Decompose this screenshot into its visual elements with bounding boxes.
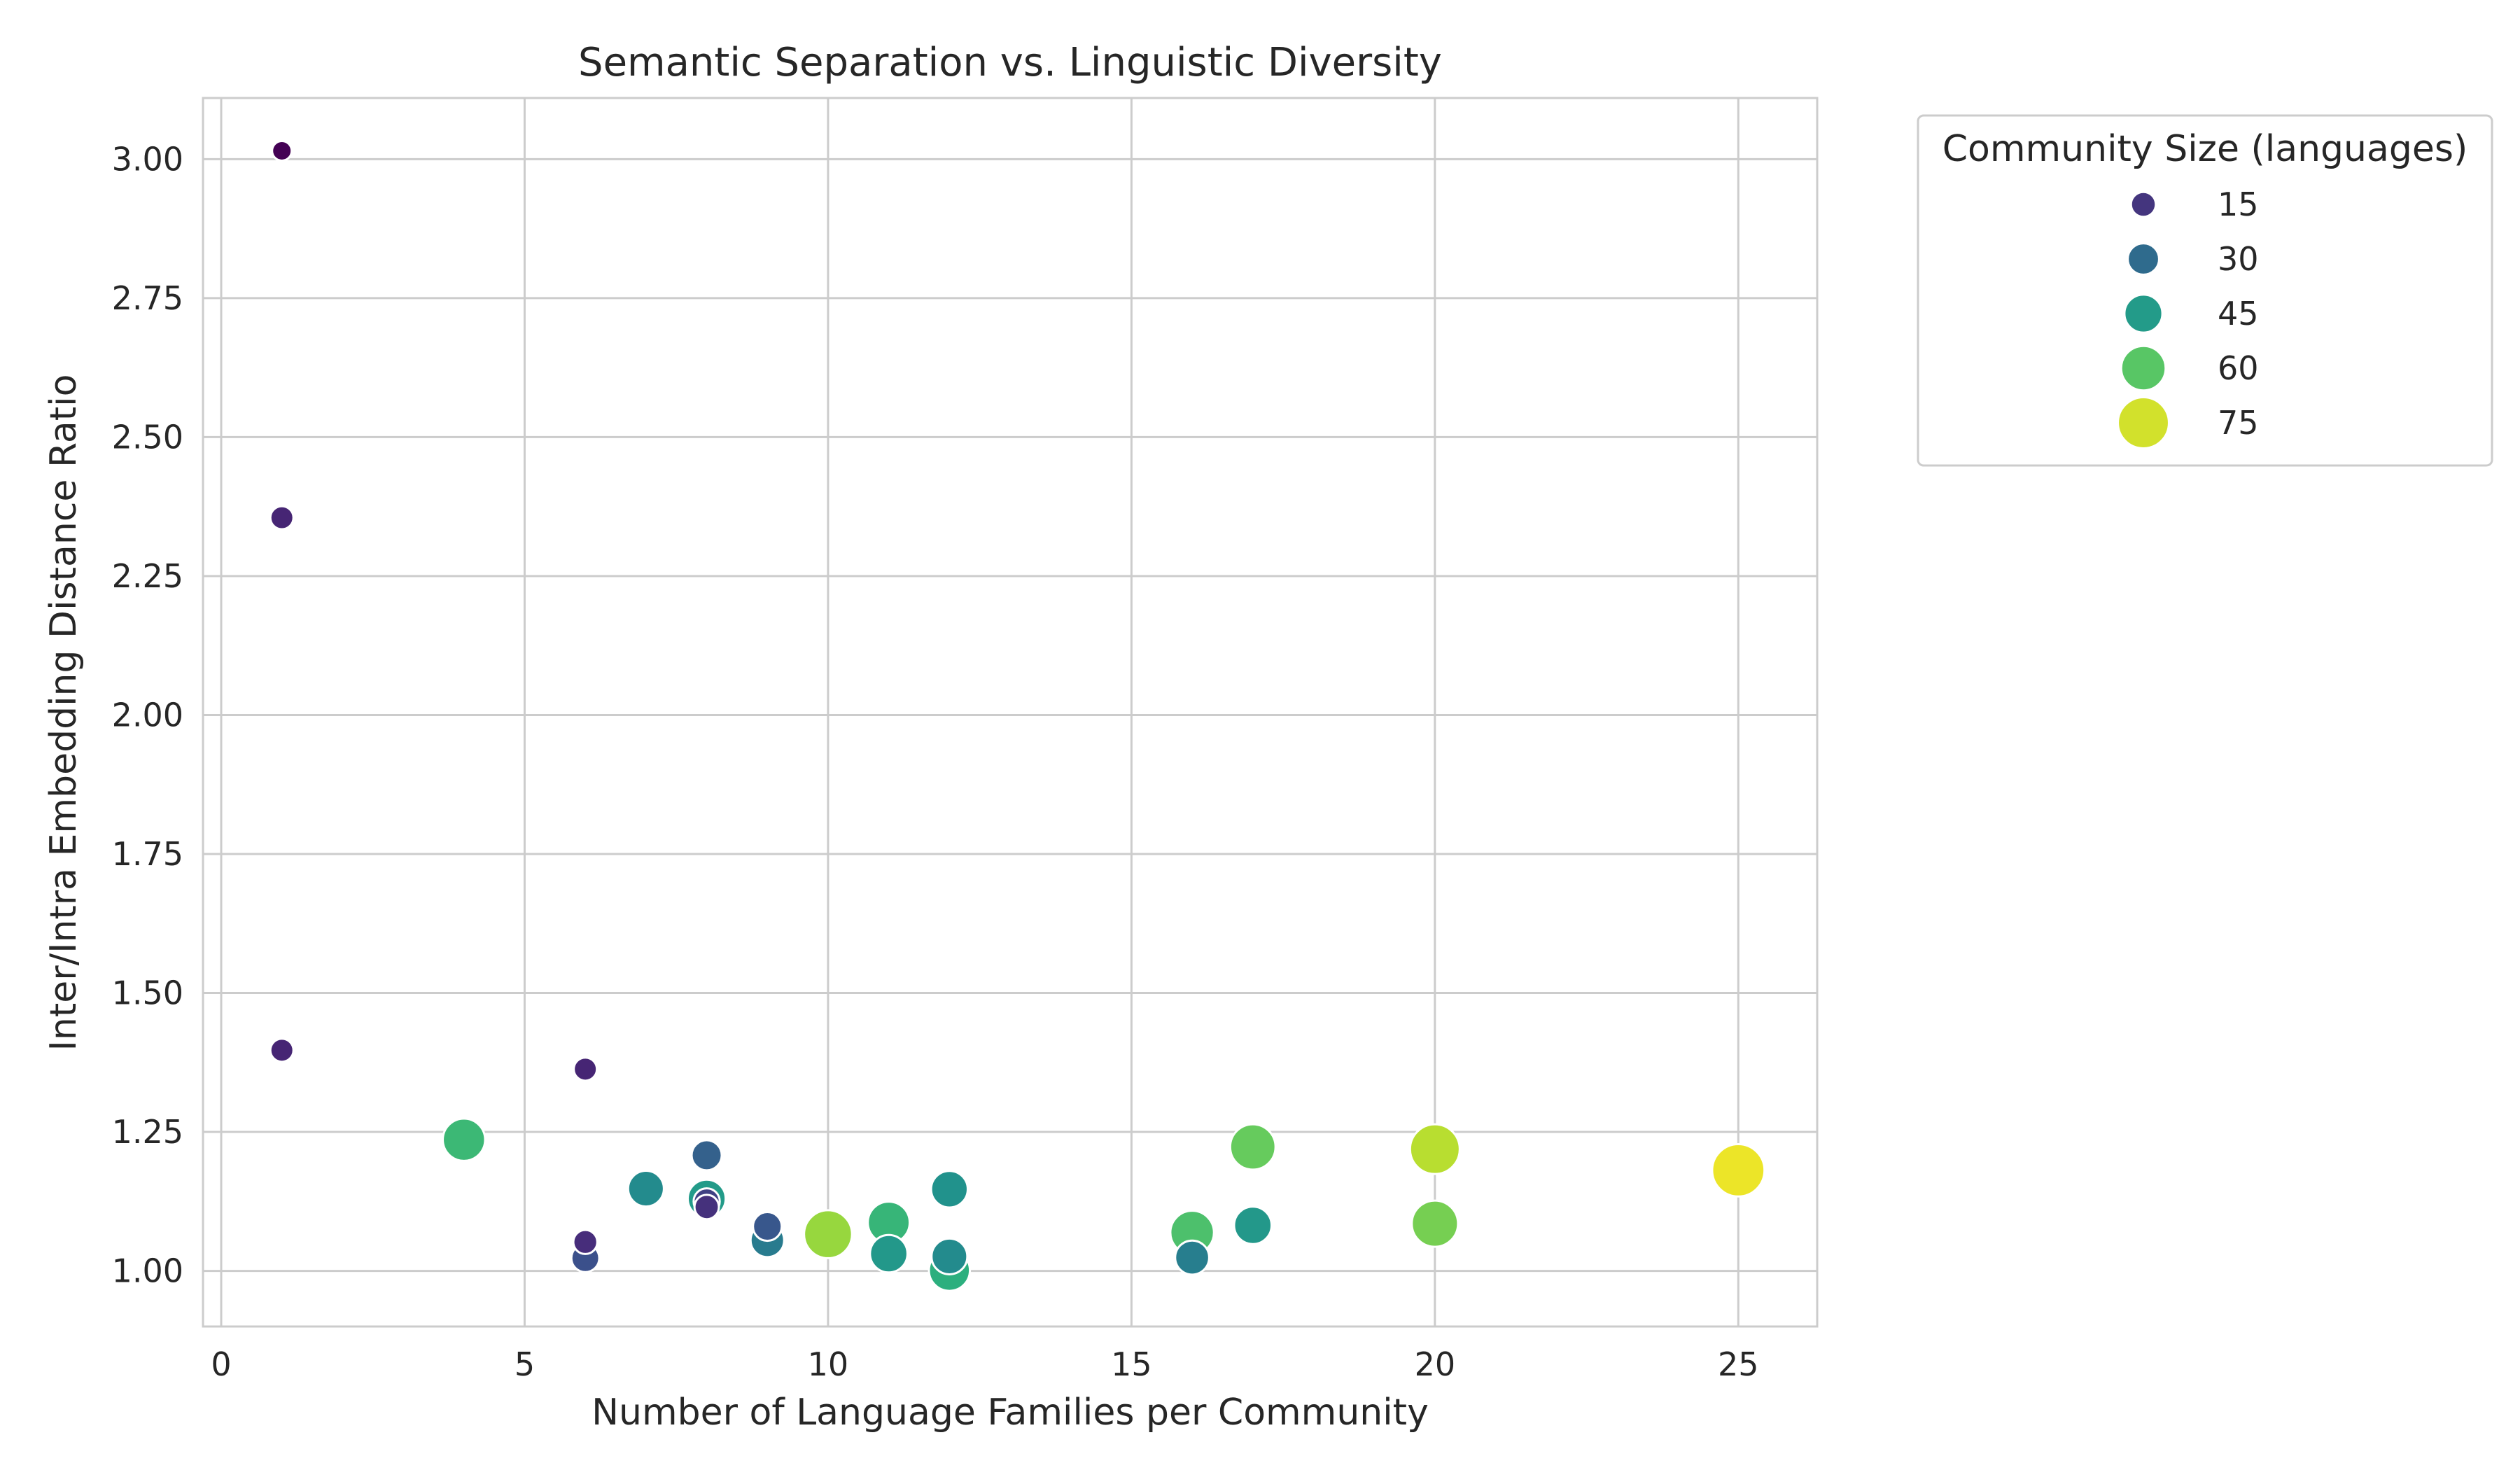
scatter-point (1711, 1142, 1766, 1198)
scatter-point (271, 139, 293, 162)
scatter-point (690, 1139, 723, 1172)
grid-lines (203, 98, 1817, 1326)
y-tick-label: 2.50 (112, 418, 183, 456)
legend-label: 15 (2218, 186, 2259, 223)
legend-label: 30 (2218, 240, 2259, 278)
y-tick-label: 2.25 (112, 557, 183, 595)
x-tick-label: 0 (211, 1345, 231, 1383)
y-tick-label: 1.25 (112, 1113, 183, 1151)
legend-entries: 15 30 45 60 75 (2117, 186, 2259, 449)
x-tick-label: 5 (514, 1345, 535, 1383)
scatter-point (1233, 1205, 1273, 1245)
legend-marker (2129, 190, 2157, 218)
legend-marker (2120, 344, 2167, 392)
legend-label: 60 (2218, 349, 2259, 387)
legend-marker (2127, 242, 2160, 276)
x-tick-label: 25 (1718, 1345, 1759, 1383)
plot-frame (202, 97, 1819, 1328)
chart-title: Semantic Separation vs. Linguistic Diver… (578, 40, 1442, 85)
scatter-point (442, 1117, 486, 1162)
x-axis-label: Number of Language Families per Communit… (592, 1392, 1429, 1434)
y-tick-label: 3.00 (112, 140, 183, 178)
scatter-point (269, 1037, 295, 1063)
legend-title: Community Size (languages) (1942, 128, 2468, 170)
data-points (269, 139, 1766, 1292)
scatter-point (1410, 1199, 1460, 1248)
scatter-point (752, 1211, 783, 1242)
y-axis-label: Inter/Intra Embedding Distance Ratio (43, 374, 85, 1051)
legend-label: 45 (2218, 295, 2259, 332)
scatter-point (869, 1233, 909, 1274)
legend-label: 75 (2218, 404, 2259, 442)
scatter-point (1228, 1123, 1277, 1171)
scatter-point (930, 1237, 969, 1275)
scatter-point (573, 1056, 598, 1082)
scatter-point (1408, 1123, 1461, 1175)
scatter-point (803, 1209, 853, 1259)
x-tick-label: 10 (808, 1345, 849, 1383)
legend-marker (2123, 293, 2164, 334)
y-tick-label: 2.75 (112, 279, 183, 317)
x-axis-ticks: 0 5 10 15 20 25 (211, 1345, 1758, 1383)
legend-marker (2117, 396, 2170, 449)
scatter-point (626, 1170, 665, 1208)
scatter-point (930, 1170, 969, 1209)
y-tick-label: 1.00 (112, 1252, 183, 1290)
x-tick-label: 15 (1111, 1345, 1152, 1383)
x-tick-label: 20 (1415, 1345, 1456, 1383)
scatter-point (572, 1228, 598, 1255)
scatter-point (1174, 1239, 1210, 1276)
legend-box (1917, 114, 2493, 467)
y-tick-label: 1.75 (112, 835, 183, 873)
scatter-point (269, 505, 295, 531)
y-axis-ticks: 1.00 1.25 1.50 1.75 2.00 2.25 2.50 2.75 3.00 (112, 140, 183, 1289)
y-tick-label: 2.00 (112, 696, 183, 734)
legend: Community Size (languages) 15 30 45 60 75 (1917, 114, 2493, 467)
y-tick-label: 1.50 (112, 974, 183, 1012)
scatter-point (693, 1194, 720, 1221)
